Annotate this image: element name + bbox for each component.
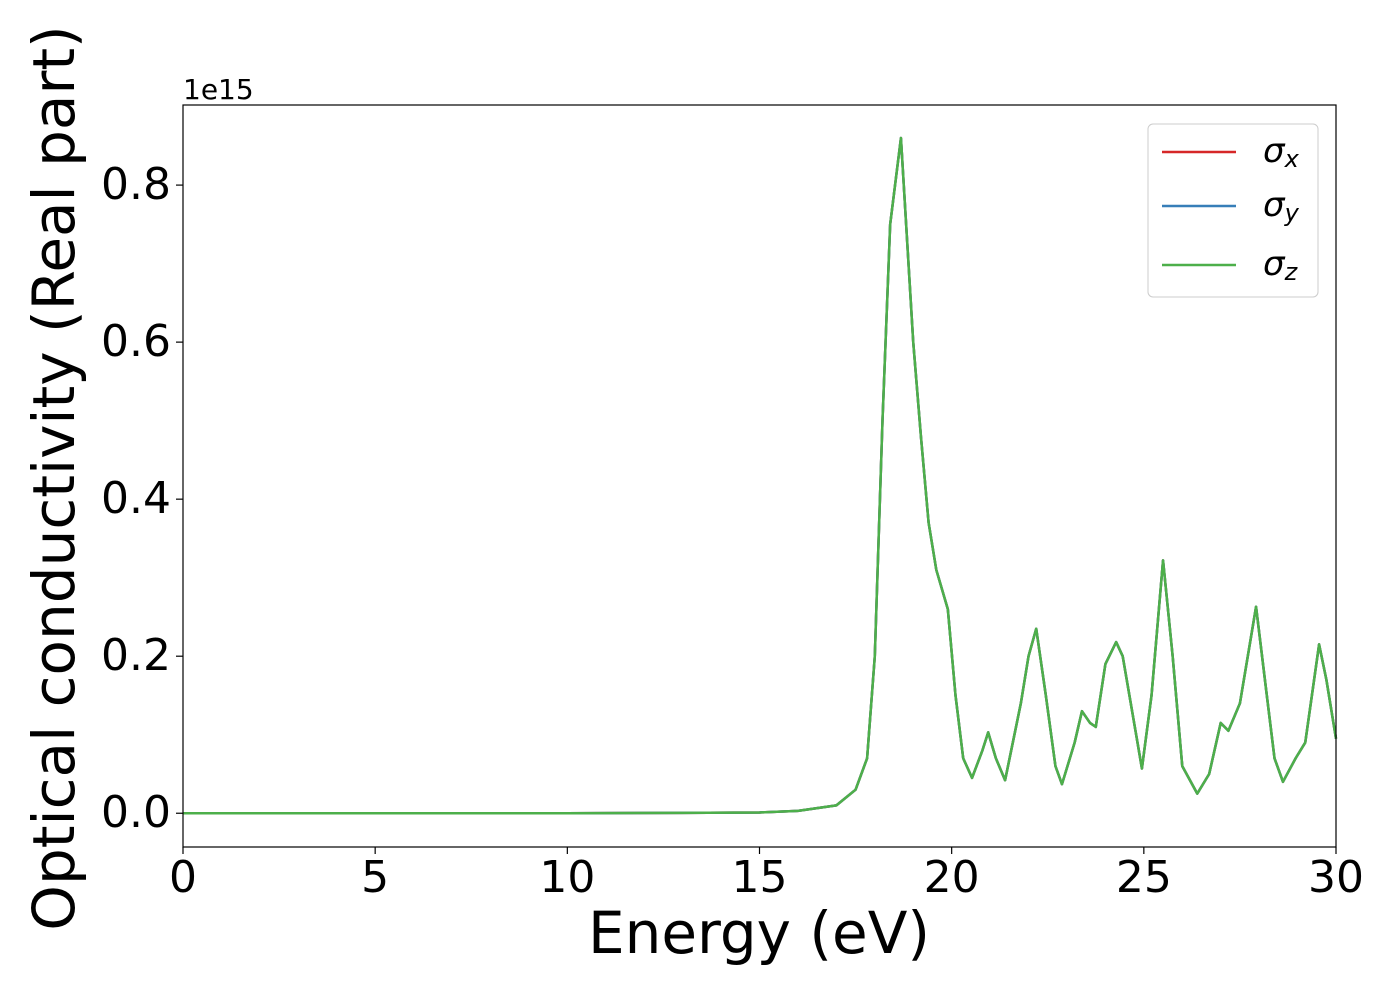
x-tick-label: 30 <box>1308 852 1364 903</box>
y-tick-label: 0.2 <box>101 630 171 681</box>
x-tick-label: 10 <box>539 852 595 903</box>
legend-label: σz <box>1263 244 1299 287</box>
y-tick-label: 0.0 <box>101 787 171 838</box>
y-tick-label: 0.6 <box>101 316 171 367</box>
x-tick-label: 0 <box>169 852 197 903</box>
legend-label: σy <box>1263 185 1300 228</box>
plot-frame <box>182 104 1337 848</box>
x-tick-label: 25 <box>1116 852 1172 903</box>
y-tick-label: 0.4 <box>101 473 171 524</box>
x-tick-label: 20 <box>924 852 980 903</box>
y-axis-label: Optical conductivity (Real part) <box>20 25 88 930</box>
series-line <box>183 136 1338 815</box>
x-axis-label: Energy (eV) <box>588 899 930 967</box>
x-tick-label: 15 <box>732 852 788 903</box>
x-tick-label: 5 <box>361 852 389 903</box>
legend-box <box>1147 123 1319 298</box>
offset-label: 1e15 <box>183 73 254 106</box>
legend-label: σx <box>1263 131 1300 174</box>
y-tick-label: 0.8 <box>101 159 171 210</box>
